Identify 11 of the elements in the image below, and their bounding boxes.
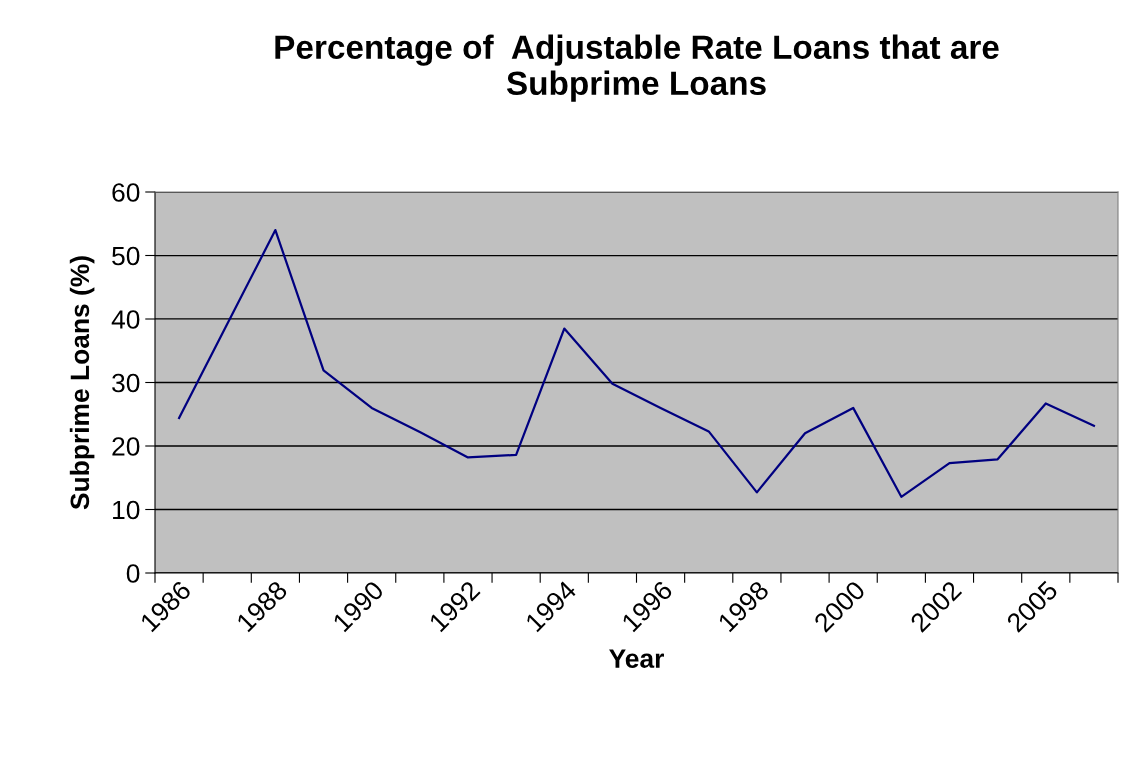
chart-title: Percentage of Adjustable Rate Loans that are Subprime Loans	[275, 34, 999, 102]
y-tick-label: 30	[112, 373, 140, 393]
y-tick-label: 40	[111, 310, 140, 329]
y-tick-label: 60	[112, 183, 140, 202]
y-tick-label: 10	[113, 500, 140, 520]
y-axis-title: Subprime Loans (%)	[69, 256, 95, 510]
y-tick-label: 50	[112, 246, 140, 266]
x-axis-title: Year	[609, 649, 664, 668]
y-tick-label: 20	[112, 437, 140, 456]
line-series	[177, 228, 1096, 498]
y-tick-label: 0	[126, 564, 140, 583]
